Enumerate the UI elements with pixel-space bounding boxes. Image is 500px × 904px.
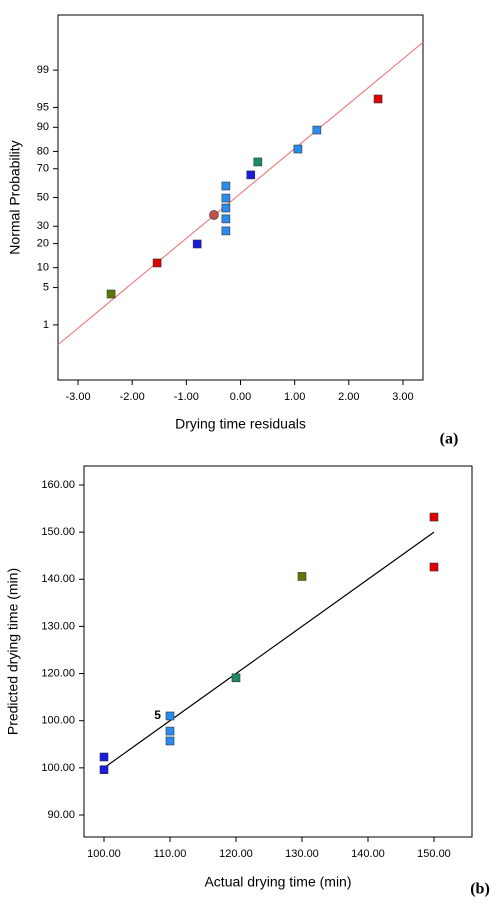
x-tick-label: 130.00 xyxy=(285,848,319,860)
x-tick-label: -1.00 xyxy=(174,391,199,403)
y-tick-label: 100.00 xyxy=(41,762,75,774)
x-tick-label: -3.00 xyxy=(65,391,90,403)
point xyxy=(221,203,231,213)
point xyxy=(312,125,322,135)
x-tick-label: 120.00 xyxy=(219,848,253,860)
point xyxy=(152,258,162,268)
x-tick-label: 140.00 xyxy=(351,848,385,860)
point xyxy=(106,289,116,299)
x-tick-label: 1.00 xyxy=(284,391,305,403)
fit-line xyxy=(57,41,424,346)
y-tick-label: 80 xyxy=(37,145,49,157)
point xyxy=(429,562,439,572)
x-tick-label: 100.00 xyxy=(87,848,121,860)
y-tick-label: 30 xyxy=(37,220,49,232)
point xyxy=(192,239,202,249)
point xyxy=(293,144,303,154)
x-axis-title: Actual drying time (min) xyxy=(204,874,351,890)
fit-line xyxy=(103,531,435,769)
point xyxy=(297,572,307,581)
point xyxy=(221,214,231,224)
x-tick-label: 150.00 xyxy=(417,848,451,860)
y-tick-label: 99 xyxy=(37,64,49,76)
y-tick-label: 50 xyxy=(37,191,49,203)
panel-label: (a) xyxy=(440,431,459,448)
x-tick-label: -2.00 xyxy=(120,391,145,403)
plot-frame xyxy=(57,14,424,381)
point xyxy=(246,170,256,180)
point xyxy=(231,673,241,683)
x-tick-label: 3.00 xyxy=(392,391,413,403)
y-tick-label: 90 xyxy=(37,121,49,133)
point xyxy=(165,736,175,746)
y-tick-label: 5 xyxy=(43,281,49,293)
y-tick-label: 95 xyxy=(37,101,49,113)
y-tick-label: 120.00 xyxy=(41,667,75,679)
y-tick-label: 140.00 xyxy=(41,573,75,585)
annotation: 5 xyxy=(154,708,161,722)
x-tick-label: 0.00 xyxy=(230,391,251,403)
y-tick-label: 90.00 xyxy=(47,809,75,821)
y-tick-label: 10 xyxy=(37,262,49,274)
point xyxy=(221,181,231,191)
y-tick-label: 1 xyxy=(43,319,49,331)
y-tick-label: 160.00 xyxy=(41,479,75,491)
panel-label: (b) xyxy=(470,881,490,898)
y-tick-label: 150.00 xyxy=(41,526,75,538)
point xyxy=(209,210,219,220)
x-axis-title: Drying time residuals xyxy=(175,416,306,432)
point xyxy=(373,94,383,104)
plot-frame xyxy=(83,465,473,838)
point xyxy=(165,711,175,721)
point xyxy=(99,752,109,762)
y-axis-title: Normal Probability xyxy=(7,140,23,254)
x-tick-label: 2.00 xyxy=(338,391,359,403)
y-tick-label: 70 xyxy=(37,163,49,175)
point xyxy=(221,193,231,203)
point xyxy=(99,765,109,775)
y-tick-label: 100.00 xyxy=(41,715,75,727)
y-tick-label: 20 xyxy=(37,237,49,249)
point xyxy=(253,157,263,167)
y-axis-title: Predicted drying time (min) xyxy=(5,568,21,735)
point xyxy=(429,512,439,522)
x-tick-label: 110.00 xyxy=(154,848,187,860)
point xyxy=(221,226,231,236)
y-tick-label: 130.00 xyxy=(41,620,75,632)
point xyxy=(165,726,175,736)
